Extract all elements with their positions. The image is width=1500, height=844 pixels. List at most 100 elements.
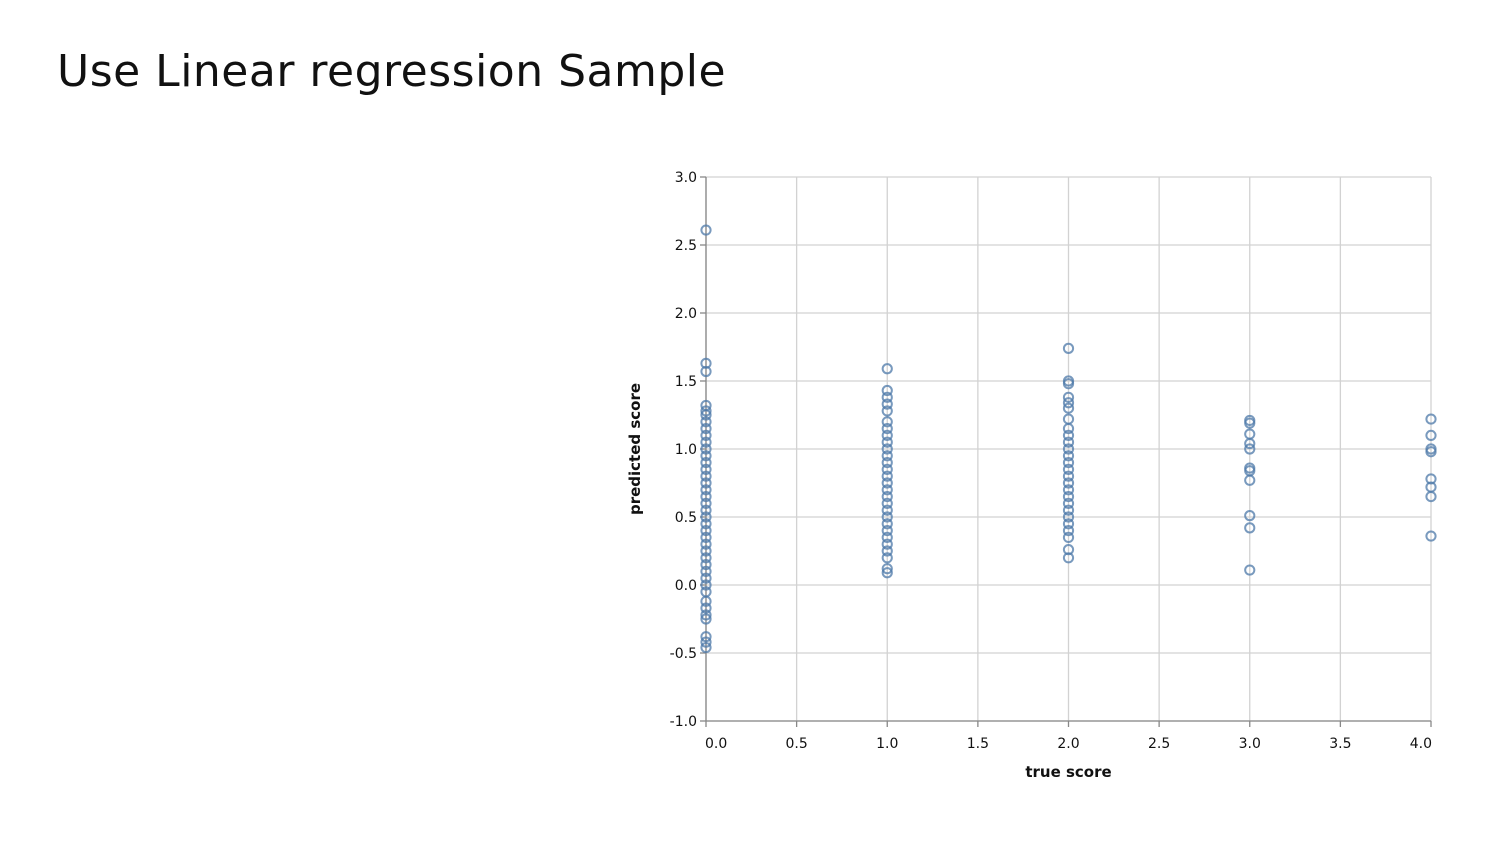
data-point: [881, 538, 893, 550]
data-point: [700, 429, 712, 441]
data-point: [1062, 544, 1075, 556]
data-point: [881, 429, 893, 441]
x-tick-label: 0.0: [705, 736, 727, 752]
data-point: [700, 457, 712, 469]
data-point: [1425, 530, 1437, 542]
y-axis-title: predicted score: [626, 383, 644, 515]
data-point: [700, 525, 712, 537]
data-point: [1062, 378, 1075, 390]
data-point: [1244, 437, 1256, 450]
data-point: [881, 545, 893, 557]
x-tick-label: 3.5: [1329, 736, 1351, 752]
data-point: [881, 563, 893, 575]
data-point: [700, 497, 712, 509]
y-tick-label: 2.0: [675, 306, 697, 322]
data-point: [881, 497, 893, 509]
data-point: [700, 538, 712, 550]
points-layer: [700, 224, 1437, 654]
data-point: [881, 450, 893, 462]
data-point: [700, 511, 712, 523]
slide-title: Use Linear regression Sample: [57, 46, 727, 97]
data-point: [700, 579, 712, 591]
x-tick-label: 2.5: [1148, 736, 1170, 752]
data-point: [881, 391, 893, 403]
data-point: [1062, 391, 1075, 403]
data-point: [700, 613, 712, 625]
data-point: [1062, 397, 1075, 409]
data-point: [1244, 564, 1256, 576]
data-point: [1062, 436, 1075, 448]
data-point: [1062, 497, 1075, 509]
data-point: [1244, 417, 1256, 429]
data-point: [700, 602, 712, 614]
data-point: [1062, 511, 1075, 523]
data-point: [700, 531, 712, 544]
data-point: [881, 491, 893, 503]
data-point: [1062, 423, 1075, 435]
data-point: [1425, 473, 1437, 485]
data-point: [881, 436, 893, 448]
data-point: [881, 518, 893, 530]
data-point: [1062, 463, 1075, 475]
data-point: [1062, 525, 1075, 537]
x-tick-label: 4.0: [1410, 736, 1432, 752]
data-point: [1244, 443, 1256, 455]
data-point: [881, 384, 893, 397]
x-tick-label: 3.0: [1239, 736, 1261, 752]
data-point: [1244, 522, 1256, 534]
data-point: [700, 416, 712, 428]
data-point: [700, 484, 712, 496]
axes-layer: [700, 176, 1432, 727]
grid-layer: [705, 176, 1432, 722]
x-tick-label: 2.0: [1057, 736, 1079, 752]
data-point: [1062, 470, 1075, 482]
data-point: [700, 641, 712, 654]
y-tick-label: -1.0: [670, 714, 697, 730]
data-point: [881, 567, 893, 579]
data-point: [700, 636, 712, 648]
data-point: [700, 443, 712, 455]
data-point: [700, 450, 712, 462]
data-point: [700, 477, 712, 489]
x-tick-label: 1.5: [967, 736, 989, 752]
data-point: [700, 470, 712, 482]
data-point: [881, 416, 893, 428]
data-point: [1062, 457, 1075, 469]
data-point: [700, 224, 712, 236]
data-point: [700, 595, 712, 607]
data-point: [881, 463, 893, 475]
data-point: [881, 511, 893, 523]
data-point: [700, 357, 712, 369]
data-point: [881, 398, 893, 410]
data-point: [1425, 413, 1437, 425]
data-point: [881, 363, 893, 375]
x-axis-title: true score: [1025, 763, 1111, 781]
data-point: [881, 405, 893, 417]
data-point: [1062, 531, 1075, 544]
data-point: [1062, 552, 1075, 564]
data-point: [1062, 518, 1075, 530]
y-tick-label: 2.5: [675, 238, 697, 254]
data-point: [881, 457, 893, 469]
data-point: [1244, 510, 1256, 522]
data-point: [1062, 443, 1075, 455]
data-point: [881, 525, 893, 537]
data-point: [1062, 402, 1075, 414]
data-point: [881, 477, 893, 489]
data-point: [881, 484, 893, 496]
data-point: [1062, 342, 1075, 354]
y-tick-label: 1.0: [675, 442, 697, 458]
data-point: [881, 552, 893, 564]
data-point: [1062, 477, 1075, 489]
data-point: [700, 518, 712, 530]
data-point: [700, 463, 712, 475]
data-point: [1425, 491, 1437, 503]
data-point: [700, 631, 712, 643]
data-point: [881, 470, 893, 482]
data-point: [700, 572, 712, 584]
data-point: [700, 409, 712, 421]
data-point: [1062, 450, 1075, 462]
data-point: [1425, 429, 1437, 441]
data-point: [881, 504, 893, 516]
